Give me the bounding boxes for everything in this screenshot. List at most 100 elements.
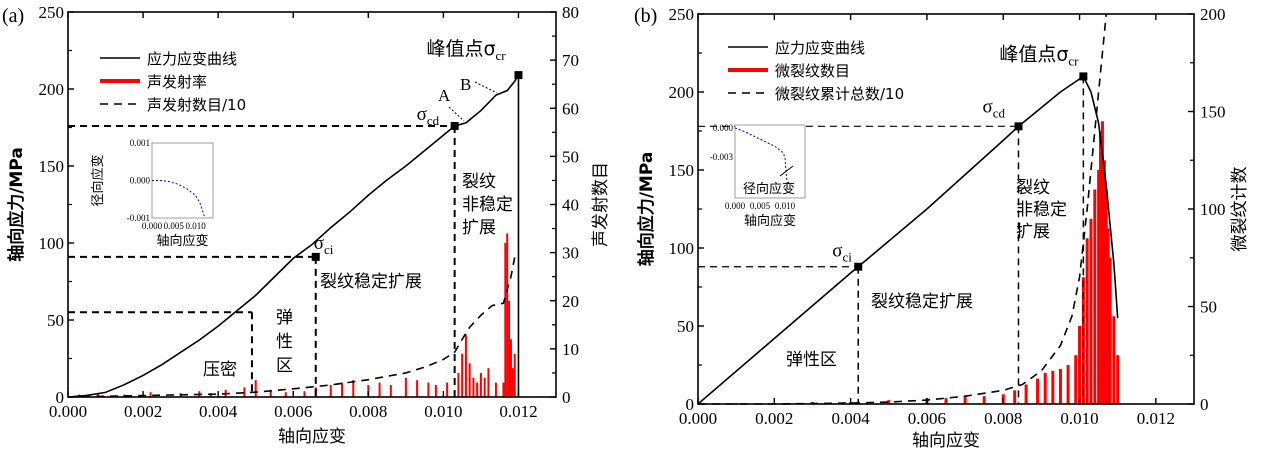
bar [1024, 384, 1028, 404]
y-tick-label: 100 [39, 234, 65, 253]
x-tick-label: 0.010 [424, 402, 462, 421]
x-axis-label: 轴向应变 [278, 427, 346, 447]
bar [209, 393, 212, 397]
bar [378, 382, 381, 397]
y2-tick-label: 50 [562, 147, 579, 166]
marker-point [854, 262, 863, 271]
bar [303, 391, 306, 397]
x-tick-label: 0.004 [831, 409, 870, 428]
inset-y-tick-label: 0.000 [130, 176, 151, 186]
y2-tick-label: 50 [1200, 298, 1217, 317]
annotation-stable-crack: 裂纹稳定扩展 [320, 272, 422, 292]
marker-label: σci [832, 241, 852, 265]
cumulative-count-line [67, 257, 516, 398]
marker-point [1079, 72, 1088, 81]
marker-point [450, 121, 459, 130]
annotation-unstable-crack: 扩展 [1016, 222, 1050, 242]
inset-y-tick-label: -0.001 [127, 213, 150, 223]
x-tick-label: 0.000 [49, 402, 87, 421]
y-tick-label: 0 [686, 395, 695, 414]
bar [389, 384, 392, 397]
panel-label: (a) [2, 5, 24, 27]
bar [446, 382, 449, 397]
y2-tick-label: 70 [562, 51, 579, 70]
y2-tick-label: 0 [1200, 395, 1209, 414]
inset-y-tick-label: 0.000 [713, 123, 734, 133]
bar [1085, 238, 1089, 404]
bar [1097, 170, 1101, 404]
y2-tick-label: 150 [1200, 103, 1226, 122]
annotation-elastic: 弹 [276, 308, 293, 328]
marker-label: 峰值点σcr [999, 43, 1079, 68]
inset-x-tick-label: 0.000 [142, 221, 163, 231]
bar [254, 380, 257, 397]
annotation-unstable-crack: 非稳定 [1016, 200, 1067, 220]
x-tick-label: 0.008 [984, 409, 1022, 428]
inset-y-label: 径向应变 [90, 154, 106, 206]
inset-annotation: 径向应变 [743, 181, 795, 197]
y2-tick-label: 10 [562, 340, 579, 359]
bar [1116, 355, 1120, 404]
x-tick-label: 0.000 [679, 409, 717, 428]
annotation-elastic: 弹性区 [786, 350, 837, 370]
x-tick-label: 0.008 [349, 402, 387, 421]
inset-x-tick-label: 0.000 [725, 201, 746, 211]
bar [427, 382, 430, 397]
bar [341, 382, 344, 397]
bar [1078, 326, 1082, 404]
x-tick-label: 0.010 [1060, 409, 1098, 428]
bar [487, 368, 490, 397]
annotation-elastic: 性 [276, 332, 293, 352]
bar [476, 382, 479, 397]
bar [1093, 189, 1097, 404]
legend-label: 微裂纹数目 [775, 62, 850, 80]
y2-tick-label: 80 [562, 3, 579, 22]
bar [434, 384, 437, 397]
bar [329, 384, 332, 397]
x-tick-label: 0.004 [199, 402, 238, 421]
annotation-unstable-crack: 非稳定 [462, 195, 513, 215]
marker-point [514, 71, 523, 80]
x-tick-label: 0.012 [1137, 409, 1175, 428]
bar [97, 393, 100, 397]
bar [468, 363, 471, 397]
bar [511, 368, 514, 397]
inset-frame [151, 142, 214, 219]
bar [352, 380, 355, 397]
annotation-unstable-crack: 裂纹 [1016, 178, 1050, 198]
y-tick-label: 50 [677, 317, 694, 336]
bar [479, 372, 482, 397]
annotation-A: A [438, 86, 451, 105]
annotation-elastic: 区 [276, 356, 293, 376]
x-tick-label: 0.002 [755, 409, 793, 428]
bar [404, 377, 407, 397]
annotation-B: B [460, 75, 471, 94]
bar [1043, 372, 1047, 404]
bar [243, 387, 246, 397]
bar [1100, 121, 1104, 404]
bar [963, 396, 967, 404]
annotation-stable-crack: 裂纹稳定扩展 [871, 292, 973, 312]
legend-label: 声发射数目/10 [147, 96, 246, 114]
bar [887, 400, 891, 404]
y-tick-label: 250 [39, 3, 65, 22]
legend-label: 声发射率 [147, 73, 207, 91]
annotation-unstable-crack: 裂纹 [462, 172, 496, 192]
marker-point [311, 252, 320, 261]
marker-label: 峰值点σcr [426, 38, 506, 63]
panel-label: (b) [634, 5, 657, 27]
y-tick-label: 150 [39, 157, 65, 176]
x-tick-label: 0.006 [908, 409, 946, 428]
x-tick-label: 0.012 [499, 402, 537, 421]
bar [367, 384, 370, 397]
inset-x-tick-label: 0.010 [775, 201, 796, 211]
stress-strain-line [67, 72, 520, 398]
bar [483, 377, 486, 397]
y-tick-label: 250 [669, 5, 695, 24]
y-tick-label: 150 [669, 161, 695, 180]
bar [1102, 160, 1106, 404]
bar [509, 339, 512, 397]
y-tick-label: 200 [669, 83, 695, 102]
